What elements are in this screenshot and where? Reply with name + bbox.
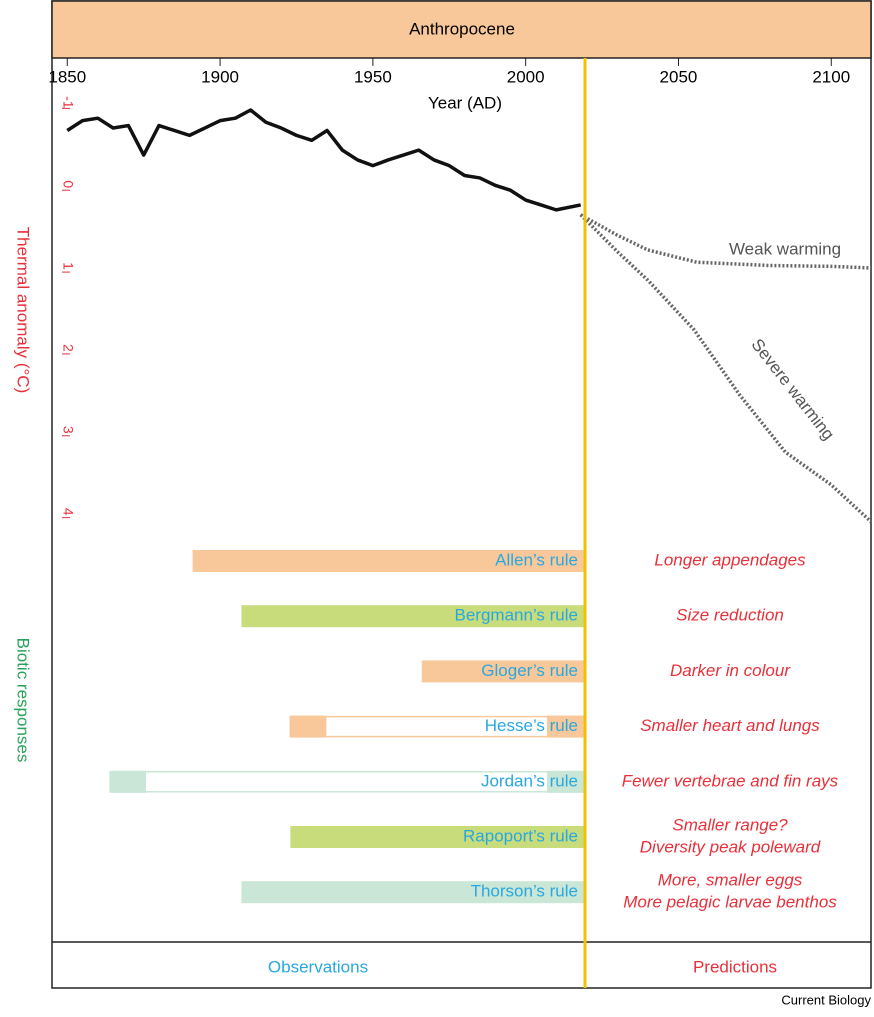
rule-name: Allen’s rule [495, 550, 578, 569]
x-tick-label: 1950 [354, 67, 392, 86]
prediction: Fewer vertebrae and fin rays [622, 771, 839, 790]
series-label: Severe warming [748, 335, 839, 443]
prediction: Diversity peak poleward [640, 837, 821, 856]
prediction: Smaller heart and lungs [640, 716, 820, 735]
series-line [581, 215, 871, 522]
predictions-label: Predictions [693, 957, 777, 976]
figure: Anthropocene Year (AD) Thermal anomaly (… [0, 0, 874, 1012]
rule-name: Hesse’s rule [485, 716, 578, 735]
x-tick-label: 1850 [48, 67, 86, 86]
rule-bar-end [290, 716, 326, 738]
y-tick-label: 3 [60, 426, 76, 434]
x-tick-label: 2100 [812, 67, 850, 86]
prediction: Smaller range? [672, 815, 788, 834]
biotic-label: Biotic responses [14, 638, 33, 763]
prediction: More, smaller eggs [658, 871, 803, 890]
prediction: Size reduction [676, 606, 784, 625]
rule-name: Bergmann’s rule [455, 606, 578, 625]
y-tick-label: 0 [60, 180, 76, 188]
rule-bar-end [110, 771, 146, 793]
prediction: Longer appendages [654, 550, 806, 569]
series-line [67, 110, 580, 210]
rule-name: Gloger’s rule [481, 661, 578, 680]
y-tick-label: 2 [60, 344, 76, 352]
y-tick-label: 1 [60, 262, 76, 270]
rule-name: Rapoport’s rule [463, 826, 578, 845]
x-tick-label: 2050 [660, 67, 698, 86]
observations-label: Observations [268, 957, 368, 976]
source: Current Biology [781, 992, 871, 1007]
header-title: Anthropocene [409, 19, 515, 38]
prediction: More pelagic larvae benthos [623, 893, 837, 912]
x-tick-label: 1900 [201, 67, 239, 86]
x-axis-label: Year (AD) [428, 93, 502, 112]
y-axis-label: Thermal anomaly (°C) [14, 227, 33, 393]
rule-name: Thorson’s rule [471, 882, 578, 901]
y-tick-label: -1 [60, 96, 76, 109]
rule-name: Jordan’s rule [481, 771, 578, 790]
x-tick-label: 2000 [507, 67, 545, 86]
prediction: Darker in colour [670, 661, 791, 680]
series-label: Weak warming [729, 239, 841, 258]
y-tick-label: 4 [60, 508, 76, 516]
